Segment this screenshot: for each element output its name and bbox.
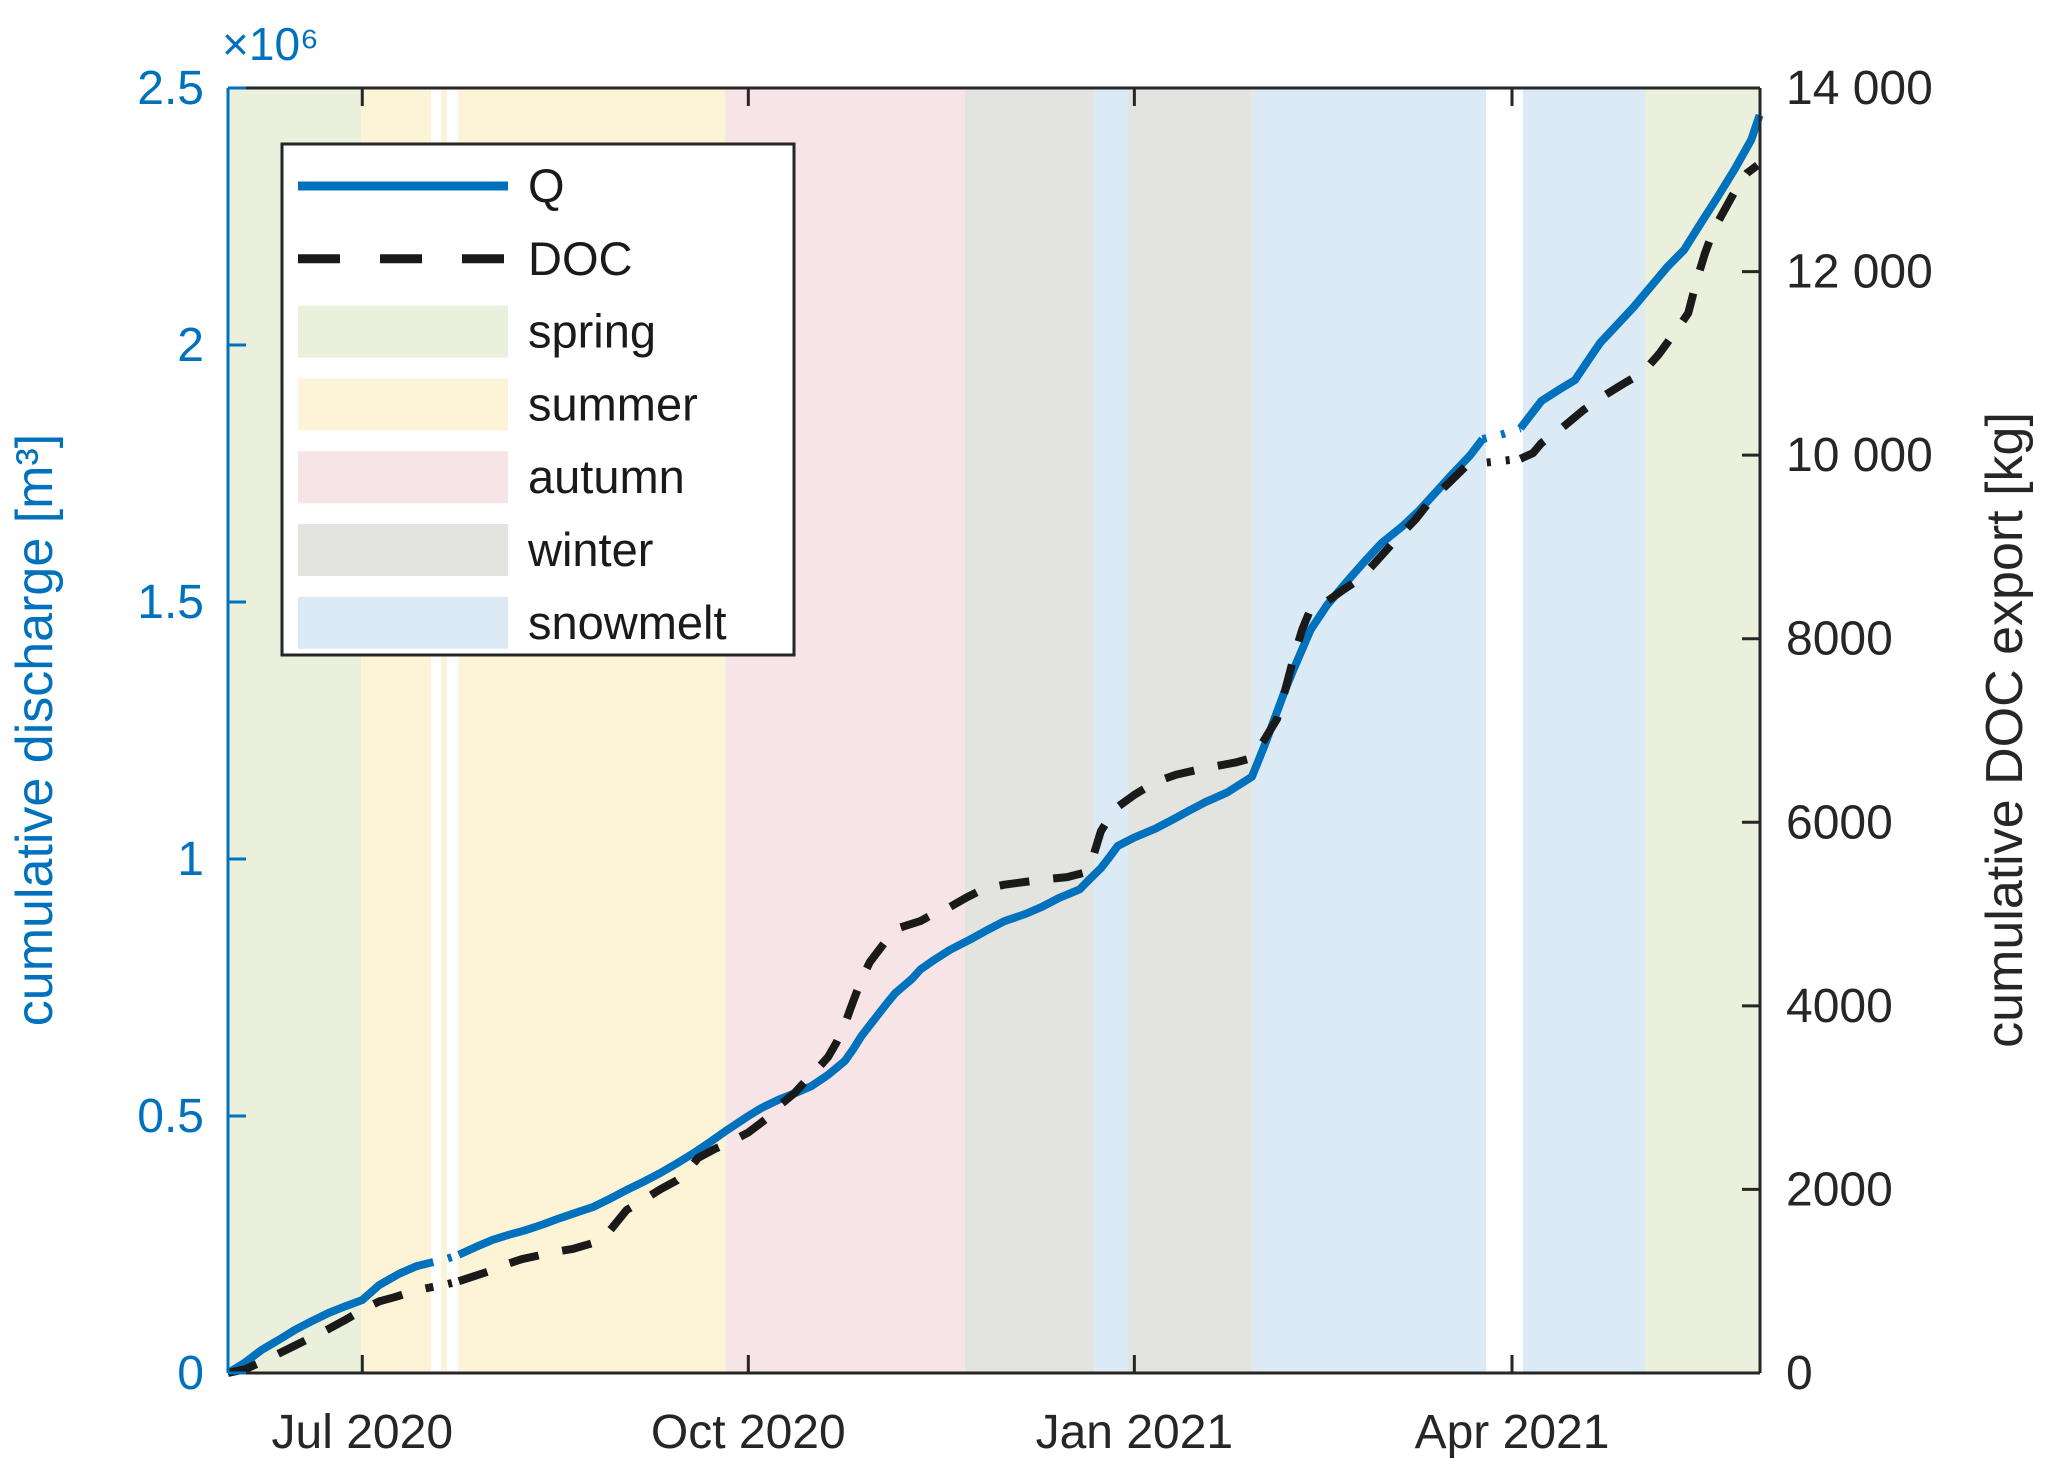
legend-label: DOC [528, 232, 632, 285]
left-tick-label: 2 [177, 319, 204, 372]
legend-entry-DOC: DOC [298, 232, 632, 285]
right-tick-label: 4000 [1786, 980, 1893, 1033]
right-axis-label: cumulative DOC export [kg] [1976, 412, 2034, 1048]
doc-line-gap-dotted [1486, 454, 1521, 467]
season-band-winter [964, 88, 1095, 1373]
legend-patch-swatch [298, 451, 508, 504]
legend-patch-swatch [298, 596, 508, 649]
q-line [457, 436, 1486, 1259]
q-line [1517, 113, 1764, 431]
legend-label: summer [528, 377, 698, 430]
left-tick-label: 1 [177, 833, 204, 886]
x-tick-label: Jan 2021 [1036, 1406, 1234, 1459]
left-axis-label: cumulative discharge [m³] [6, 434, 64, 1026]
x-tick-label: Apr 2021 [1415, 1406, 1610, 1459]
doc-line [227, 1283, 431, 1377]
season-band-winter [1128, 88, 1252, 1373]
x-tick-label: Jul 2020 [272, 1406, 453, 1459]
right-tick-label: 8000 [1786, 613, 1893, 666]
season-band-spring [1645, 88, 1760, 1373]
right-tick-label: 12 000 [1786, 246, 1933, 299]
left-tick-label: 0.5 [137, 1090, 204, 1143]
doc-line [1518, 162, 1760, 463]
right-tick-label: 2000 [1786, 1163, 1893, 1216]
legend-label: spring [528, 305, 656, 358]
legend-entry-Q: Q [298, 159, 565, 212]
legend-entry-winter: winter [298, 523, 653, 576]
legend-patch-swatch [298, 378, 508, 431]
legend-entry-autumn: autumn [298, 450, 685, 504]
right-tick-label: 0 [1786, 1347, 1813, 1400]
legend-patch-swatch [298, 305, 508, 358]
left-tick-label: 1.5 [137, 576, 204, 629]
left-axis-multiplier: ×10⁶ [222, 18, 319, 70]
legend-entry-spring: spring [298, 305, 656, 358]
legend-patch-swatch [298, 524, 508, 576]
legend-label: autumn [528, 450, 685, 503]
right-tick-label: 6000 [1786, 796, 1893, 849]
season-band-snowmelt [1522, 88, 1646, 1373]
right-tick-label: 14 000 [1786, 62, 1933, 115]
doc-line [457, 458, 1488, 1286]
legend-label: Q [528, 159, 565, 212]
legend-label: winter [527, 523, 653, 576]
right-tick-label: 10 000 [1786, 429, 1933, 482]
season-band-summer [441, 88, 448, 1373]
season-band-snowmelt [1094, 88, 1129, 1373]
x-tick-label: Oct 2020 [651, 1406, 846, 1459]
legend-label: snowmelt [528, 596, 727, 649]
season-band-snowmelt [1251, 88, 1486, 1373]
legend-entry-summer: summer [298, 377, 698, 431]
legend-entry-snowmelt: snowmelt [298, 596, 727, 649]
q-line [225, 1259, 431, 1377]
left-tick-label: 2.5 [137, 62, 204, 115]
left-tick-label: 0 [177, 1347, 204, 1400]
q-line-gap-dotted [1481, 424, 1522, 443]
legend: Q DOC spring summer autumn winter snowmelt [280, 142, 796, 657]
